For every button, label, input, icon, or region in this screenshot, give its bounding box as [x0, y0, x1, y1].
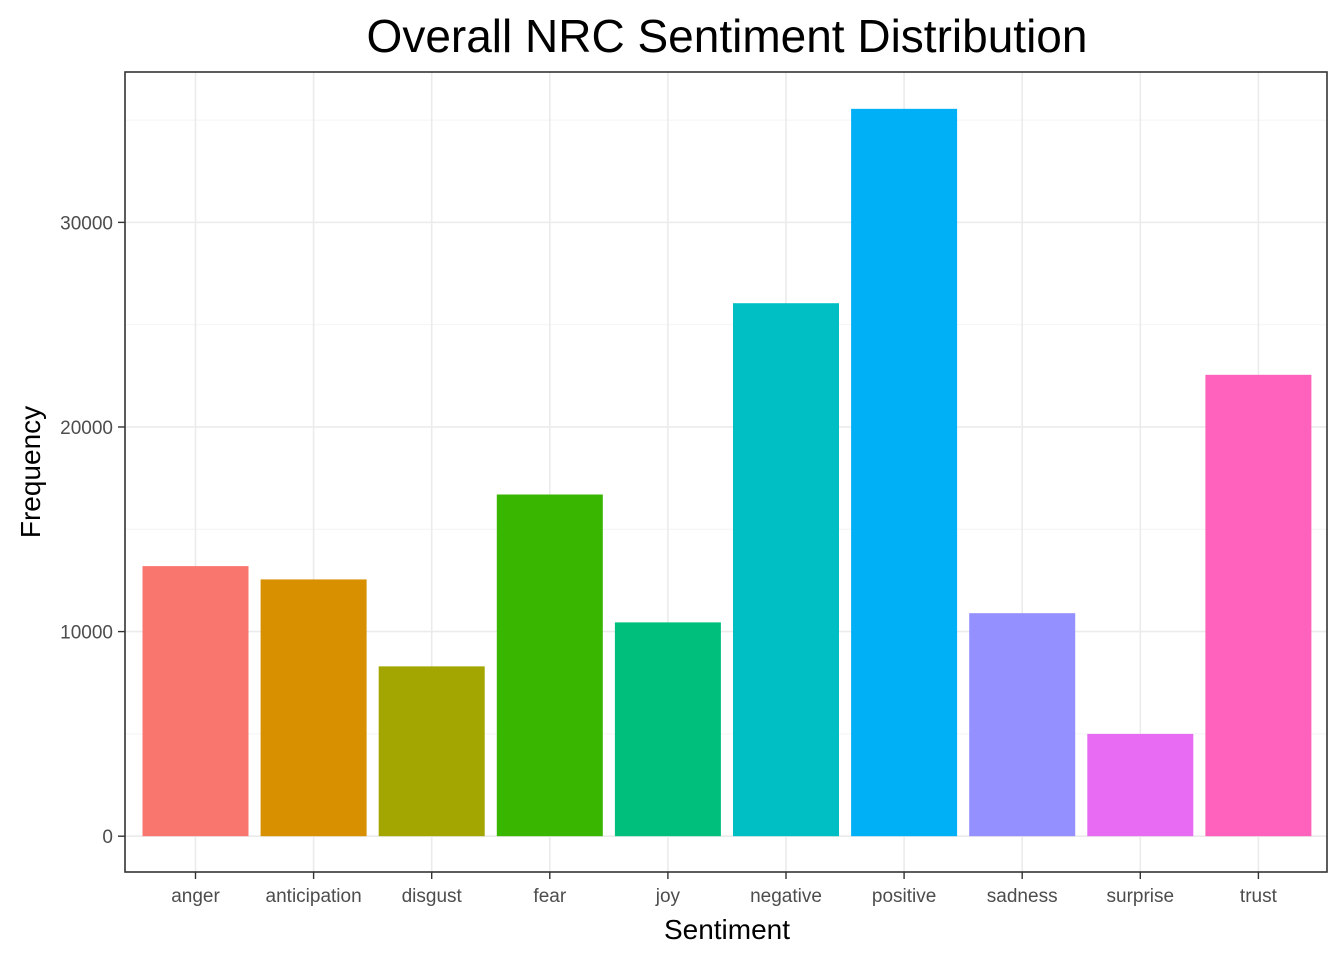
x-tick-label-fear: fear [533, 886, 566, 907]
y-tick-label: 10000 [60, 623, 113, 644]
x-tick-label-joy: joy [655, 886, 681, 907]
x-tick-label-disgust: disgust [402, 886, 463, 907]
x-tick-label-negative: negative [750, 886, 822, 907]
bar-anticipation [260, 579, 367, 837]
chart-title: Overall NRC Sentiment Distribution [367, 10, 1088, 62]
x-tick-label-positive: positive [872, 886, 936, 907]
bar-positive [851, 108, 958, 837]
y-tick-label: 30000 [60, 213, 113, 234]
y-tick-label: 20000 [60, 418, 113, 439]
x-tick-label-trust: trust [1240, 886, 1278, 907]
x-tick-label-anger: anger [171, 886, 220, 907]
x-tick-label-sadness: sadness [987, 886, 1058, 907]
bar-joy [614, 622, 721, 837]
bar-negative [733, 303, 839, 837]
x-tick-label-anticipation: anticipation [266, 886, 362, 907]
bars [142, 108, 1312, 837]
y-tick-label: 0 [102, 827, 113, 848]
bar-anger [142, 566, 249, 837]
x-tick-label-surprise: surprise [1107, 886, 1175, 907]
y-axis-title: Frequency [15, 406, 46, 538]
y-axis: 0 10000 20000 30000 [60, 213, 125, 848]
bar-trust [1205, 374, 1312, 837]
bar-fear [496, 494, 603, 837]
x-axis: anger anticipation disgust fear joy negative p… [171, 872, 1278, 907]
panel-border [124, 71, 1328, 873]
bar-disgust [378, 666, 485, 837]
bar-surprise [1087, 733, 1194, 837]
x-axis-title: Sentiment [664, 914, 790, 945]
bar-sadness [969, 613, 1076, 837]
